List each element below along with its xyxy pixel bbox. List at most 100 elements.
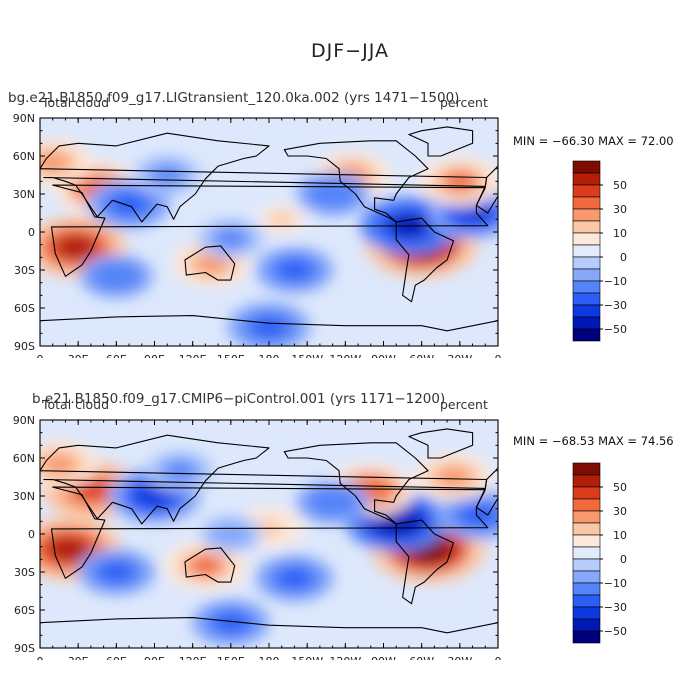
colorbar-swatch	[572, 232, 601, 246]
x-tick-label: 90W	[371, 353, 396, 358]
x-tick-label: 120E	[179, 655, 207, 660]
panel1-stats: MIN = −66.30 MAX = 72.00	[513, 134, 674, 148]
y-tick-label: 60S	[14, 302, 35, 315]
y-tick-label: 30N	[13, 490, 35, 503]
x-tick-label: 90E	[144, 353, 165, 358]
y-tick-label: 30S	[14, 264, 35, 277]
figure-title: DJF−JJA	[311, 40, 389, 62]
coastline-australia	[184, 547, 236, 583]
colorbar-swatch	[572, 510, 601, 524]
coastline-eurasia	[40, 132, 488, 223]
colorbar-swatch	[572, 570, 601, 584]
colorbar-swatch	[572, 160, 601, 174]
anomaly-blob-14-2	[251, 316, 287, 338]
panel1-colorbar: 50 30 10 0 −10 −30 −50	[572, 160, 627, 342]
coastline-north-america	[283, 442, 429, 525]
x-tick-label: 0	[495, 353, 502, 358]
anomaly-blob-16-2	[317, 493, 349, 512]
colorbar-label: 0	[620, 553, 627, 566]
colorbar-swatch	[572, 582, 601, 596]
x-tick-label: 30E	[68, 353, 89, 358]
colorbar-swatch	[572, 462, 601, 476]
coastline-west-europe-wrap	[475, 466, 498, 516]
colorbar-label: 50	[613, 179, 627, 192]
colorbar-label: 0	[620, 251, 627, 264]
anomaly-blob-13-2	[217, 525, 245, 543]
colorbar-label: −30	[604, 601, 627, 614]
colorbar-swatch	[572, 292, 601, 306]
panel2-case-title: b.e21.B1850.f09_g17.CMIP6−piControl.001 …	[32, 391, 446, 407]
colorbar-label: −10	[604, 577, 627, 590]
anomaly-blob-16-2	[317, 184, 349, 204]
coastline-north-america	[283, 140, 429, 223]
anomaly-blob-11-2	[277, 568, 312, 589]
x-tick-label: 180	[259, 655, 280, 660]
panel2-colorbar: 50 30 10 0 −10 −30 −50	[572, 462, 627, 644]
coastline-africa	[50, 184, 489, 277]
colorbar-swatch	[572, 474, 601, 488]
x-tick-label: 0	[37, 655, 44, 660]
colorbar-swatch	[572, 244, 601, 258]
coastline-south-america	[395, 519, 455, 605]
colorbar-swatch	[572, 172, 601, 186]
colorbar-label: 10	[613, 529, 627, 542]
colorbar-swatch	[572, 486, 601, 500]
x-tick-label: 60W	[409, 353, 434, 358]
anomaly-blob-15-2	[152, 166, 182, 184]
colorbar-swatch	[572, 558, 601, 572]
coastline-africa	[50, 486, 489, 579]
colorbar-label: 30	[613, 505, 627, 518]
coastline-greenland	[408, 126, 474, 157]
colorbar-label: −50	[604, 625, 627, 638]
coastline-south-america	[395, 217, 455, 303]
y-tick-label: 90S	[14, 340, 35, 353]
y-tick-label: 60N	[13, 150, 35, 163]
anomaly-blob-3-2	[42, 454, 76, 475]
coastline-australia	[184, 245, 236, 281]
anomaly-blob-12-2	[99, 562, 133, 582]
anomaly-blob-5-2	[461, 504, 497, 526]
anomaly-blob-10-2	[436, 467, 471, 487]
x-tick-label: 0	[37, 353, 44, 358]
colorbar-swatch	[572, 328, 601, 342]
y-tick-label: 0	[28, 528, 35, 541]
colorbar-swatch	[572, 256, 601, 270]
coastline-greenland	[408, 428, 474, 459]
x-tick-label: 30W	[447, 655, 472, 660]
y-tick-label: 30N	[13, 188, 35, 201]
colorbar-swatch	[572, 196, 601, 210]
colorbar-label: 10	[613, 227, 627, 240]
colorbar-swatch	[572, 534, 601, 548]
colorbar-swatch	[572, 316, 601, 330]
y-tick-label: 90N	[13, 414, 35, 427]
coastline-antarctica	[40, 315, 498, 346]
x-tick-label: 60E	[106, 353, 127, 358]
y-tick-label: 60S	[14, 604, 35, 617]
anomaly-blob-15-2	[165, 462, 195, 480]
colorbar-label: −30	[604, 299, 627, 312]
x-tick-label: 150E	[217, 353, 245, 358]
colorbar-swatch	[572, 498, 601, 512]
panel1-variable-label: Total cloud	[42, 95, 110, 110]
colorbar-swatch	[572, 208, 601, 222]
x-tick-label: 0	[495, 655, 502, 660]
anomaly-blob-7-2	[187, 555, 223, 577]
x-tick-label: 120W	[329, 353, 361, 358]
anomaly-blob-6-2	[134, 484, 175, 508]
colorbar-label: 30	[613, 203, 627, 216]
anomaly-blob-10-2	[442, 170, 478, 192]
y-tick-label: 90N	[13, 112, 35, 125]
colorbar-swatch	[572, 304, 601, 318]
colorbar-swatch	[572, 630, 601, 644]
colorbar-swatch	[572, 522, 601, 536]
x-tick-label: 30W	[447, 353, 472, 358]
panel1-map: 030E60E90E120E150E180150W120W90W60W30W09…	[13, 112, 502, 358]
y-tick-label: 90S	[14, 642, 35, 655]
x-tick-label: 90E	[144, 655, 165, 660]
x-tick-label: 120E	[179, 353, 207, 358]
panel2-map: 030E60E90E120E150E180150W120W90W60W30W09…	[13, 414, 502, 660]
x-tick-label: 60W	[409, 655, 434, 660]
anomaly-blob-14-2	[214, 612, 248, 633]
colorbar-swatch	[572, 280, 601, 294]
x-tick-label: 60E	[106, 655, 127, 660]
